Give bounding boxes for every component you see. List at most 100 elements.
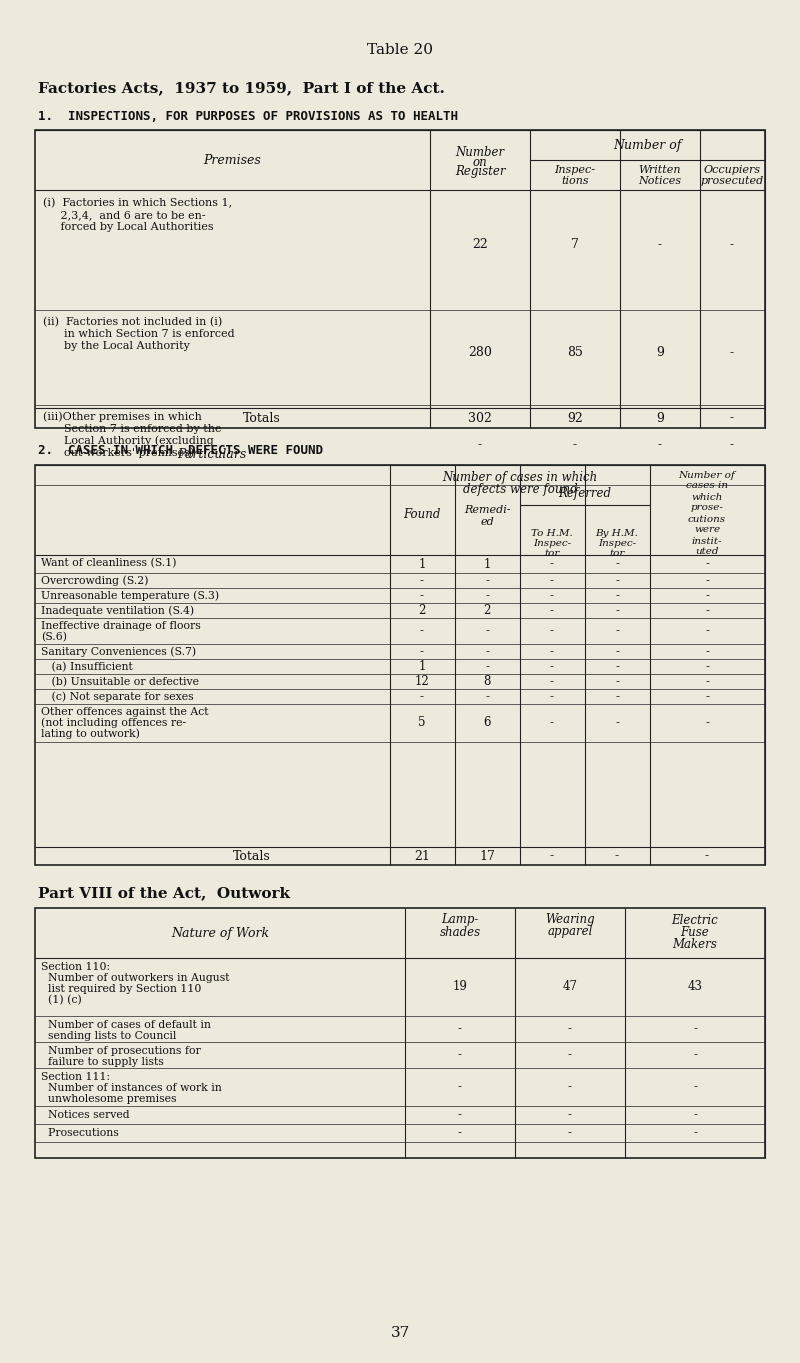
Text: unwholesome premises: unwholesome premises [41, 1094, 177, 1104]
Text: Inspec-: Inspec- [554, 165, 595, 174]
Text: list required by Section 110: list required by Section 110 [41, 984, 202, 994]
Text: Number: Number [455, 146, 505, 158]
Text: cases in: cases in [686, 481, 728, 491]
Bar [35, 465, 765, 866]
Text: Particulars: Particulars [178, 448, 246, 462]
Text: -: - [615, 624, 619, 638]
Text: 22: 22 [472, 239, 488, 252]
Text: -: - [705, 589, 709, 602]
Text: -: - [485, 660, 489, 673]
Text: Lamp-: Lamp- [442, 913, 478, 927]
Text: -: - [550, 849, 554, 863]
Text: Factories Acts,  1937 to 1959,  Part I of the Act.: Factories Acts, 1937 to 1959, Part I of … [38, 80, 445, 95]
Text: instit-: instit- [692, 537, 722, 545]
Text: Inadequate ventilation (S.4): Inadequate ventilation (S.4) [41, 605, 194, 616]
Text: -: - [615, 690, 619, 703]
Text: -: - [705, 660, 709, 673]
Text: -: - [550, 690, 554, 703]
Text: -: - [568, 1048, 572, 1062]
Text: -: - [705, 645, 709, 658]
Text: To H.M.: To H.M. [531, 529, 573, 537]
Text: 6: 6 [483, 717, 490, 729]
Text: Wearing: Wearing [545, 913, 595, 927]
Text: Want of cleanliness (S.1): Want of cleanliness (S.1) [41, 557, 177, 568]
Text: lating to outwork): lating to outwork) [41, 729, 140, 739]
Text: Fuse: Fuse [681, 925, 710, 939]
Text: (ii)  Factories not included in (i): (ii) Factories not included in (i) [43, 316, 222, 327]
Text: -: - [658, 239, 662, 252]
Text: -: - [458, 1022, 462, 1036]
Text: apparel: apparel [547, 925, 593, 939]
Text: -: - [705, 849, 709, 863]
Text: 85: 85 [567, 346, 583, 360]
Text: 19: 19 [453, 980, 467, 994]
Text: -: - [568, 1081, 572, 1093]
Text: -: - [615, 675, 619, 688]
Text: -: - [693, 1048, 697, 1062]
Text: 9: 9 [656, 412, 664, 424]
Text: Section 110:: Section 110: [41, 962, 110, 972]
Text: -: - [420, 589, 424, 602]
Text: 280: 280 [468, 346, 492, 360]
Text: -: - [705, 675, 709, 688]
Text: Sanitary Conveniences (S.7): Sanitary Conveniences (S.7) [41, 646, 196, 657]
Bar [35, 908, 765, 1159]
Text: Local Authority (excluding: Local Authority (excluding [43, 436, 214, 446]
Text: Electric: Electric [672, 913, 718, 927]
Text: Prosecutions: Prosecutions [41, 1129, 118, 1138]
Text: which: which [691, 492, 722, 502]
Text: Number of cases in which: Number of cases in which [442, 470, 598, 484]
Text: ed: ed [480, 517, 494, 527]
Text: Nature of Work: Nature of Work [171, 927, 269, 939]
Text: Number of instances of work in: Number of instances of work in [41, 1084, 222, 1093]
Text: -: - [458, 1081, 462, 1093]
Text: tor: tor [544, 548, 560, 557]
Text: Table 20: Table 20 [367, 44, 433, 57]
Text: on: on [473, 155, 487, 169]
Text: Other offences against the Act: Other offences against the Act [41, 707, 209, 717]
Text: -: - [730, 439, 734, 451]
Text: By H.M.: By H.M. [595, 529, 638, 537]
Text: 1.  INSPECTIONS, FOR PURPOSES OF PROVISIONS AS TO HEALTH: 1. INSPECTIONS, FOR PURPOSES OF PROVISIO… [38, 109, 458, 123]
Text: cutions: cutions [688, 514, 726, 523]
Text: -: - [568, 1126, 572, 1139]
Text: 2: 2 [418, 604, 426, 617]
Text: -: - [485, 645, 489, 658]
Text: -: - [550, 660, 554, 673]
Text: tor: tor [610, 548, 625, 557]
Text: -: - [705, 717, 709, 729]
Text: were: were [694, 526, 720, 534]
Text: -: - [458, 1108, 462, 1122]
Text: Number of: Number of [613, 139, 681, 151]
Bar [35, 129, 765, 428]
Text: -: - [550, 645, 554, 658]
Text: -: - [550, 574, 554, 587]
Text: (b) Unsuitable or defective: (b) Unsuitable or defective [41, 677, 199, 687]
Text: prosecuted: prosecuted [700, 176, 764, 185]
Text: 92: 92 [567, 412, 583, 424]
Text: 5: 5 [418, 717, 426, 729]
Text: 302: 302 [468, 412, 492, 424]
Text: -: - [550, 557, 554, 571]
Text: Section 7 is enforced by the: Section 7 is enforced by the [43, 424, 222, 433]
Text: -: - [550, 717, 554, 729]
Text: 21: 21 [414, 849, 430, 863]
Text: -: - [705, 557, 709, 571]
Text: -: - [485, 574, 489, 587]
Text: out-workers' premises): out-workers' premises) [43, 447, 194, 458]
Text: -: - [550, 589, 554, 602]
Text: (1) (c): (1) (c) [41, 995, 82, 1005]
Text: -: - [568, 1108, 572, 1122]
Text: -: - [420, 624, 424, 638]
Text: Notices: Notices [638, 176, 682, 185]
Text: (i)  Factories in which Sections 1,: (i) Factories in which Sections 1, [43, 198, 232, 209]
Text: Inspec-: Inspec- [533, 538, 571, 548]
Text: 47: 47 [562, 980, 578, 994]
Text: tions: tions [561, 176, 589, 185]
Text: -: - [730, 239, 734, 252]
Text: Number of cases of default in: Number of cases of default in [41, 1020, 211, 1030]
Text: 7: 7 [571, 239, 579, 252]
Text: Number of: Number of [678, 470, 735, 480]
Text: Unreasonable temperature (S.3): Unreasonable temperature (S.3) [41, 590, 219, 601]
Text: -: - [730, 412, 734, 424]
